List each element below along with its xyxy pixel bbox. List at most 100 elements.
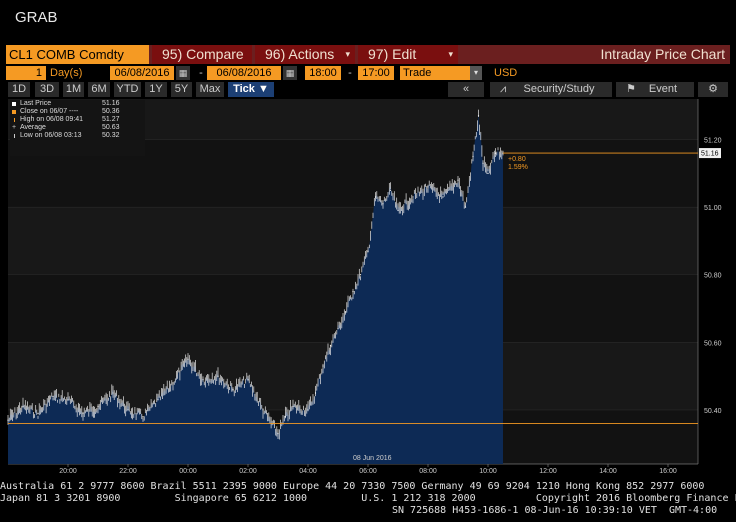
legend-high: High on 06/08 09:41 51.27 [10, 116, 145, 124]
security-study-button[interactable]: ⩘ Security/Study [490, 82, 612, 97]
range-button-1y[interactable]: 1Y [145, 82, 167, 97]
footer-line-1: Australia 61 2 9777 8600 Brazil 5511 239… [0, 481, 705, 492]
range-button-max[interactable]: Max [196, 82, 224, 97]
price-point [344, 311, 347, 313]
x-tick-label: 02:00 [239, 468, 257, 474]
y-tick-label: 51.00 [704, 205, 722, 212]
price-point [442, 196, 444, 198]
flag-icon: ⚑ [626, 83, 636, 95]
start-date-input[interactable]: 06/08/2016 [110, 66, 174, 80]
legend-swatch-icon [12, 110, 16, 114]
legend-average: + Average 50.63 [12, 124, 120, 131]
chevron-down-icon[interactable]: ▾ [470, 66, 482, 80]
period-count-input[interactable]: 1 [6, 66, 46, 80]
legend-low: Low on 06/08 03:13 50.32 [10, 132, 145, 140]
x-tick-label: 00:00 [179, 468, 197, 474]
legend-plus-icon: + [12, 124, 17, 131]
price-point [307, 409, 309, 411]
price-point [464, 206, 467, 208]
security-study-label: Security/Study [523, 83, 595, 95]
footer-line-2: Japan 81 3 3201 8900 Singapore 65 6212 1… [0, 493, 736, 504]
change-annotation: +0.80 [508, 156, 526, 163]
price-point [337, 328, 339, 330]
y-tick-label: 50.60 [704, 340, 722, 347]
legend-swatch-icon [14, 134, 15, 138]
period-unit-select[interactable]: Day(s) [50, 67, 83, 79]
range-button-1d[interactable]: 1D [8, 82, 30, 97]
window-title: GRAB [15, 9, 58, 26]
price-point [314, 392, 317, 394]
interval-select[interactable]: Tick ▼ [228, 82, 274, 97]
footer-line-3: SN 725688 H453-1686-1 08-Jun-16 10:39:10… [392, 505, 718, 516]
last-price-tag [699, 148, 721, 159]
x-tick-label: 16:00 [659, 468, 677, 474]
price-point [482, 162, 484, 164]
price-point [374, 196, 377, 198]
price-point [127, 409, 129, 411]
range-button-5y[interactable]: 5Y [171, 82, 192, 97]
price-point [157, 399, 159, 401]
x-tick-label: 22:00 [119, 468, 137, 474]
price-point [97, 405, 99, 408]
legend-last-price: Last Price 51.16 [10, 100, 145, 108]
range-button-ytd[interactable]: YTD [114, 82, 141, 97]
legend: Last Price 51.16 Close on 06/07 ---- 50.36… [10, 100, 145, 156]
price-point [457, 179, 459, 181]
price-point [352, 291, 354, 293]
y-tick-label: 50.80 [704, 273, 722, 280]
x-tick-label: 12:00 [539, 468, 557, 474]
chevron-left-icon[interactable]: « [448, 82, 484, 97]
actions-button[interactable]: 96) Actions ▾ [255, 45, 355, 64]
legend-close: Close on 06/07 ---- 50.36 [10, 108, 145, 116]
compare-number: 95) [162, 46, 183, 62]
actions-dropdown-icon: ▾ [345, 49, 350, 59]
price-point [367, 250, 369, 252]
price-point [397, 209, 399, 212]
price-point [494, 152, 497, 154]
date-tag: 08 Jun 2016 [353, 455, 392, 462]
grid-band [8, 207, 698, 275]
currency-label: USD [494, 67, 518, 79]
price-point [217, 375, 219, 377]
price-point [202, 378, 204, 381]
start-time-input[interactable]: 18:00 [305, 66, 341, 80]
gear-icon[interactable]: ⚙ [698, 82, 728, 97]
price-point [284, 416, 287, 418]
price-point [112, 392, 114, 394]
end-time-input[interactable]: 17:00 [358, 66, 394, 80]
price-point [359, 274, 362, 276]
compare-button[interactable]: 95) Compare [152, 45, 252, 64]
x-tick-label: 08:00 [419, 468, 437, 474]
range-button-6m[interactable]: 6M [88, 82, 110, 97]
chart-line-icon: ⩘ [500, 83, 507, 95]
event-label: Event [648, 83, 678, 95]
price-point [7, 419, 9, 421]
price-point [172, 382, 174, 384]
compare-label: Compare [186, 46, 244, 62]
price-point [262, 409, 264, 411]
price-point [389, 189, 392, 191]
edit-button[interactable]: 97) Edit ▾ [358, 45, 458, 64]
calendar-icon[interactable]: ▦ [283, 66, 297, 80]
price-point [412, 196, 414, 198]
price-point [322, 365, 324, 367]
calendar-icon[interactable]: ▦ [176, 66, 190, 80]
event-button[interactable]: ⚑ Event [616, 82, 694, 97]
ticker-field[interactable]: CL1 COMB Comdty [6, 45, 149, 64]
price-point [472, 155, 474, 158]
legend-swatch-icon [14, 118, 15, 122]
event-type-select[interactable]: Trade [400, 66, 470, 80]
range-button-3d[interactable]: 3D [35, 82, 59, 97]
y-tick-label: 50.40 [704, 408, 722, 415]
price-point [142, 416, 144, 418]
price-point [277, 433, 279, 435]
price-point [487, 172, 489, 174]
range-button-1m[interactable]: 1M [63, 82, 84, 97]
end-date-input[interactable]: 06/08/2016 [207, 66, 281, 80]
price-point [427, 186, 429, 188]
price-point [67, 399, 69, 401]
change-pct-annotation: 1.59% [508, 164, 528, 171]
actions-label: Actions [288, 46, 335, 62]
price-point [52, 395, 54, 397]
x-tick-label: 20:00 [59, 468, 77, 474]
